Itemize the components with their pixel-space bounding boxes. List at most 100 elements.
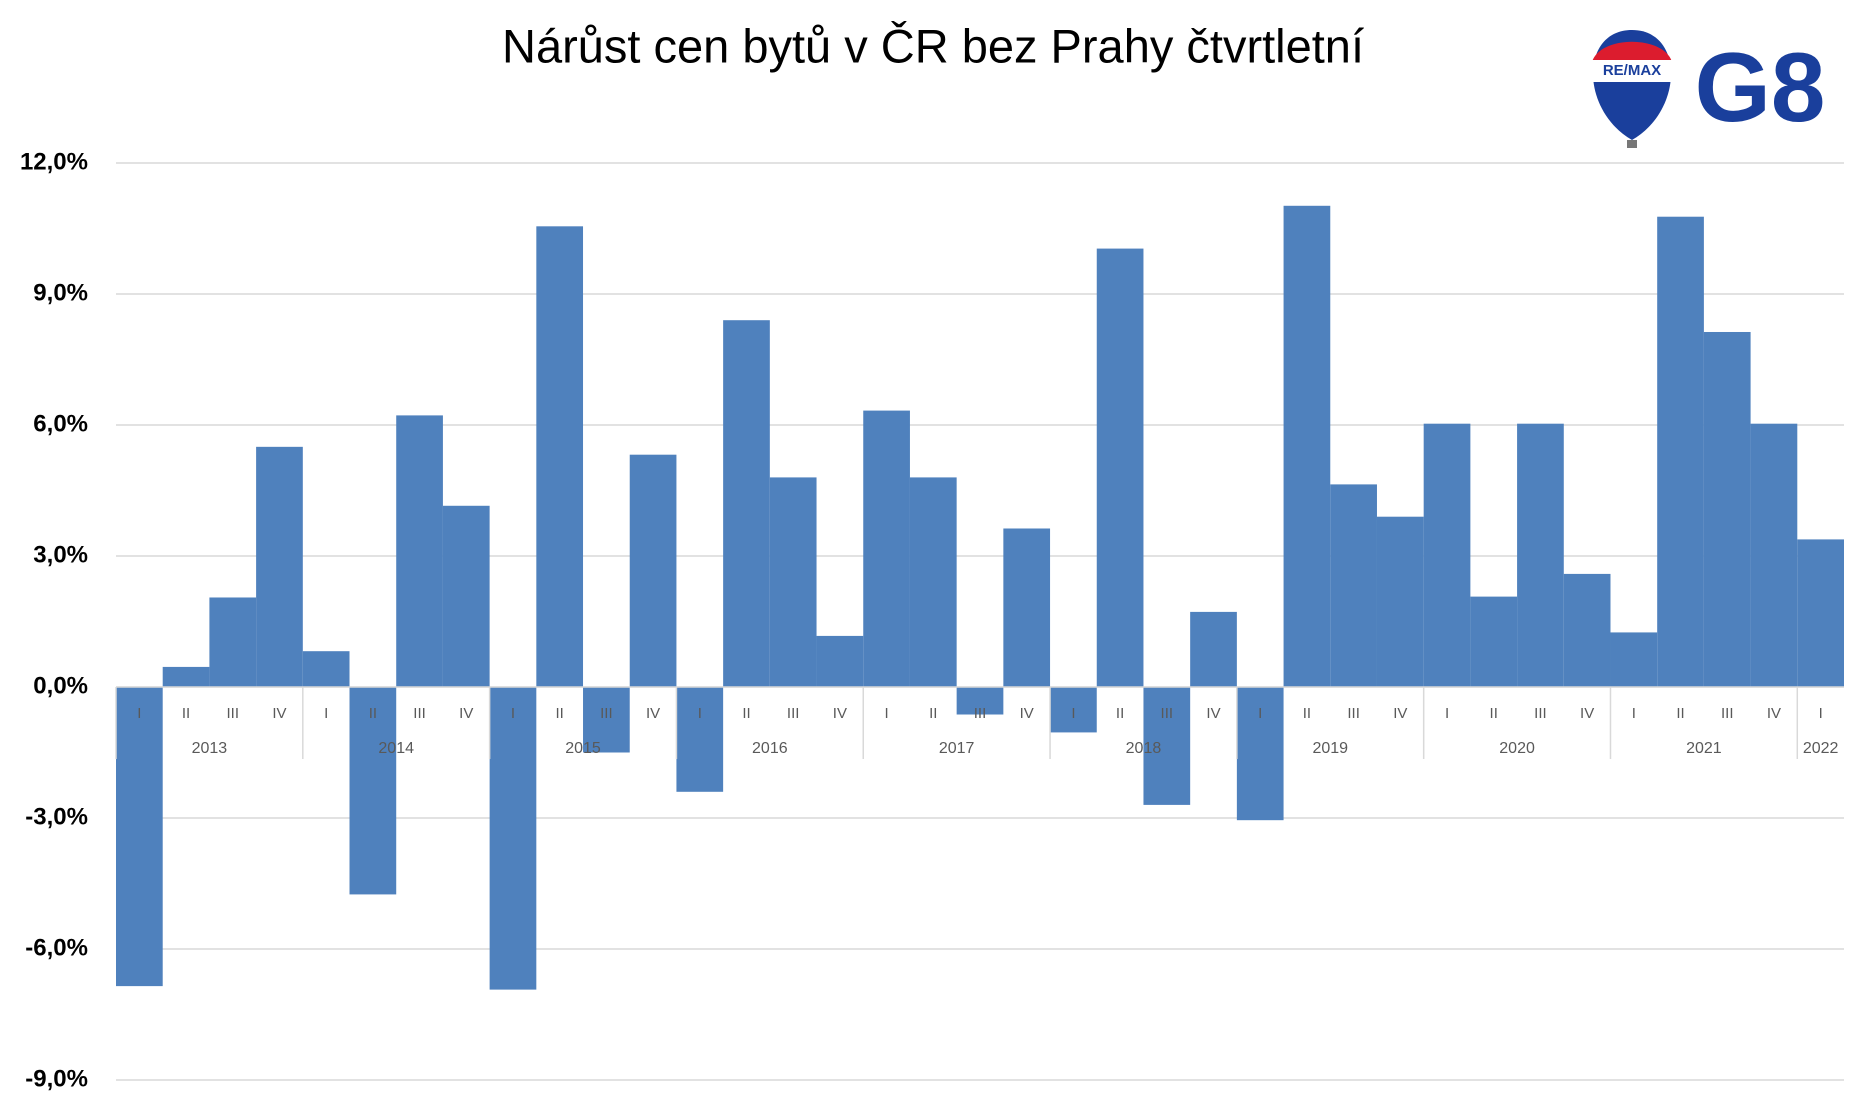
office: G8 xyxy=(1695,32,1826,142)
bar xyxy=(302,651,350,687)
x-tick-label: I xyxy=(1258,705,1262,722)
x-tick-label: I xyxy=(1445,705,1449,722)
x-tick-label: II xyxy=(369,705,377,722)
bar xyxy=(769,477,817,687)
bar xyxy=(1190,611,1237,687)
bar xyxy=(1376,516,1424,687)
bar xyxy=(442,505,490,687)
bar xyxy=(256,446,303,687)
x-tick-label: I xyxy=(1819,705,1823,722)
bar xyxy=(1236,687,1284,821)
x-tick-label: IV xyxy=(272,705,286,722)
bar xyxy=(1797,539,1844,687)
x-tick-label: III xyxy=(1534,705,1547,722)
bar xyxy=(536,226,584,688)
x-tick-label: I xyxy=(511,705,515,722)
x-tick-label: IV xyxy=(1393,705,1407,722)
chart-title: Nárůst cen bytů v ČR bez Prahy čtvrtletn… xyxy=(502,19,1364,72)
bar xyxy=(1657,216,1704,687)
x-tick-label: IV xyxy=(646,705,660,722)
x-tick-label: III xyxy=(413,705,426,722)
year-label: 2017 xyxy=(939,740,975,757)
x-tick-label: IV xyxy=(1767,705,1781,722)
x-tick-label: II xyxy=(742,705,750,722)
year-label: 2016 xyxy=(752,740,788,757)
bar xyxy=(1050,687,1097,733)
y-tick-label: 0,0% xyxy=(33,672,88,699)
bar xyxy=(209,597,257,687)
bar xyxy=(1517,423,1564,687)
x-tick-label: II xyxy=(1490,705,1498,722)
brand: RE/MAX xyxy=(1603,62,1661,79)
logo: RE/MAX G8 xyxy=(1590,30,1825,148)
bar xyxy=(1423,423,1471,687)
bar xyxy=(1610,632,1658,687)
x-tick-label: II xyxy=(1116,705,1124,722)
bar xyxy=(863,410,910,687)
y-tick-label: 3,0% xyxy=(33,541,88,568)
bar xyxy=(1470,596,1518,687)
balloon-top xyxy=(1592,41,1672,62)
x-tick-label: IV xyxy=(1580,705,1594,722)
year-label: 2020 xyxy=(1499,740,1535,757)
y-tick-label: 9,0% xyxy=(33,279,88,306)
bar xyxy=(676,687,724,792)
y-tick-label: -9,0% xyxy=(25,1065,88,1092)
bar xyxy=(909,477,957,687)
x-tick-label: I xyxy=(324,705,328,722)
bar xyxy=(956,687,1004,715)
bar xyxy=(1750,423,1798,687)
x-tick-label: I xyxy=(885,705,889,722)
x-tick-label: II xyxy=(1303,705,1311,722)
x-tick-label: I xyxy=(1071,705,1075,722)
bar xyxy=(816,635,864,687)
bar xyxy=(349,687,397,895)
bar xyxy=(1703,331,1751,687)
balloon-basket xyxy=(1627,140,1637,148)
x-tick-label: III xyxy=(600,705,613,722)
year-label: 2013 xyxy=(192,740,228,757)
year-label: 2015 xyxy=(565,740,601,757)
x-tick-label: III xyxy=(226,705,239,722)
x-tick-label: II xyxy=(182,705,190,722)
bar xyxy=(1143,687,1191,805)
bar xyxy=(1330,484,1377,687)
y-tick-label: -6,0% xyxy=(25,934,88,961)
y-tick-label: 12,0% xyxy=(20,148,88,175)
x-tick-label: III xyxy=(1721,705,1734,722)
y-tick-label: -3,0% xyxy=(25,803,88,830)
bar xyxy=(1096,248,1144,687)
bar xyxy=(723,320,770,687)
bar xyxy=(396,415,443,687)
balloon-band xyxy=(1590,60,1674,82)
bar xyxy=(116,687,163,987)
x-tick-label: III xyxy=(1347,705,1360,722)
year-label: 2018 xyxy=(1126,740,1162,757)
x-tick-label: II xyxy=(929,705,937,722)
x-tick-label: I xyxy=(698,705,702,722)
x-tick-label: III xyxy=(974,705,987,722)
x-tick-label: I xyxy=(1632,705,1636,722)
y-tick-label: 6,0% xyxy=(33,410,88,437)
year-label: 2019 xyxy=(1312,740,1348,757)
bar xyxy=(162,666,210,687)
year-label: 2014 xyxy=(378,740,414,757)
x-tick-label: IV xyxy=(833,705,847,722)
year-label: 2021 xyxy=(1686,740,1722,757)
x-tick-label: IV xyxy=(1206,705,1220,722)
bar xyxy=(1283,205,1331,687)
bar xyxy=(583,687,630,753)
bar xyxy=(1563,573,1611,687)
x-tick-label: III xyxy=(1161,705,1174,722)
x-tick-label: IV xyxy=(459,705,473,722)
year-label: 2022 xyxy=(1803,740,1839,757)
x-tick-label: II xyxy=(556,705,564,722)
x-tick-label: IV xyxy=(1020,705,1034,722)
bar xyxy=(489,687,537,990)
bar xyxy=(1003,528,1051,687)
bar xyxy=(629,454,677,687)
x-tick-label: III xyxy=(787,705,800,722)
x-tick-label: II xyxy=(1676,705,1684,722)
x-tick-label: I xyxy=(137,705,141,722)
